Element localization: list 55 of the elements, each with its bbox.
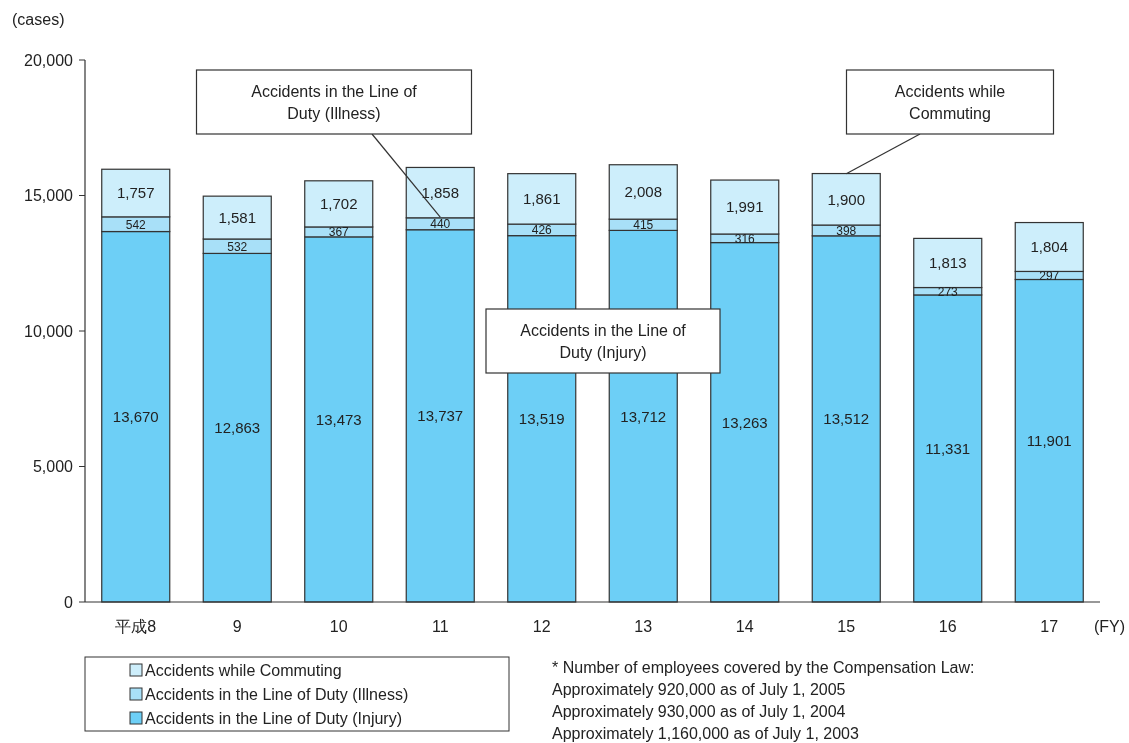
- annotation: Accidents in the Line of Duty (Injury): [520, 321, 687, 361]
- y-tick-label: 20,000: [24, 51, 74, 69]
- data-label: 1,991: [725, 198, 764, 216]
- data-label: 13,519: [518, 410, 565, 428]
- legend-label: Accidents in the Line of Duty (Illness): [145, 685, 409, 703]
- x-tick-label: 10: [329, 618, 348, 635]
- x-tick-label: 9: [232, 618, 242, 635]
- data-label: 11,331: [925, 439, 971, 457]
- text: Approximately 930,000 as of July 1, 2004: [552, 703, 846, 720]
- x-tick-label: 16: [938, 618, 957, 635]
- x-tick-label: 15: [837, 618, 856, 635]
- data-label: 13,512: [823, 410, 870, 428]
- y-tick-label: 10,000: [24, 322, 74, 340]
- data-label: 426: [531, 223, 553, 238]
- x-tick-label: 11: [431, 618, 449, 635]
- annotation: Accidents in the Line of Duty (Illness): [251, 82, 418, 122]
- data-label: 367: [328, 225, 350, 240]
- data-label: 2,008: [624, 183, 663, 201]
- x-tick-label: 17: [1040, 618, 1059, 635]
- data-label: 13,737: [417, 407, 464, 425]
- data-label: 13,712: [620, 407, 667, 425]
- data-label: 11,901: [1026, 432, 1072, 450]
- data-label: 1,858: [421, 184, 460, 202]
- data-label: 13,263: [721, 413, 768, 431]
- data-label: 1,581: [218, 208, 257, 226]
- y-axis-title: (cases): [12, 11, 65, 28]
- x-tick-label: 平成8: [115, 618, 157, 635]
- text: Approximately 920,000 as of July 1, 2005: [552, 681, 846, 698]
- data-label: 1,813: [928, 254, 967, 272]
- text: Approximately 1,160,000 as of July 1, 2003: [552, 725, 859, 742]
- data-label: 1,757: [116, 184, 155, 202]
- legend-label: Accidents while Commuting: [145, 661, 342, 679]
- data-label: 415: [633, 218, 654, 233]
- x-tick-label: 13: [634, 618, 653, 635]
- data-label: 440: [430, 217, 451, 232]
- data-label: 13,670: [112, 408, 159, 426]
- x-tick-label: 12: [532, 618, 551, 635]
- data-label: 1,702: [319, 195, 358, 213]
- data-label: 542: [125, 217, 147, 232]
- annotation: Accidents while Commuting: [894, 82, 1006, 122]
- data-label: 1,804: [1030, 238, 1069, 256]
- data-label: 398: [836, 223, 857, 238]
- text: * Number of employees covered by the Compensation Law:: [552, 659, 975, 676]
- data-label: 532: [227, 239, 248, 254]
- legend-label: Accidents in the Line of Duty (Injury): [145, 709, 403, 727]
- x-tick-label: 14: [735, 618, 754, 635]
- y-tick-label: 15,000: [24, 187, 74, 205]
- data-label: 1,900: [827, 190, 866, 208]
- data-label: 13,473: [315, 410, 362, 428]
- x-axis-title: (FY): [1093, 618, 1125, 635]
- y-tick-label: 5,000: [32, 458, 74, 476]
- data-label: 12,863: [214, 419, 261, 437]
- data-label: 316: [734, 231, 756, 246]
- y-tick-label: 0: [64, 593, 74, 611]
- data-label: 1,861: [522, 190, 561, 208]
